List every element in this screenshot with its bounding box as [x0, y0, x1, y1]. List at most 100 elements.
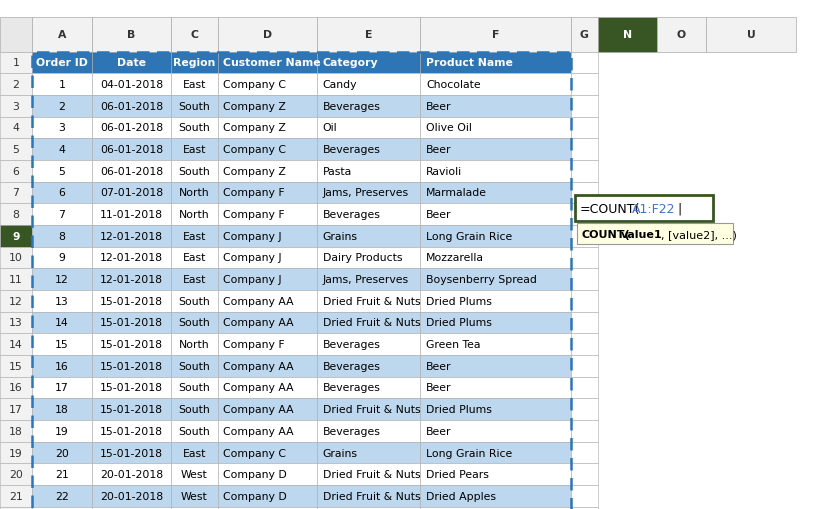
Text: 16: 16	[55, 361, 69, 371]
Bar	[171, 377, 218, 399]
Bar	[0, 420, 31, 442]
Bar	[317, 290, 420, 312]
Text: Company D: Company D	[223, 491, 287, 501]
Bar	[420, 204, 571, 225]
Text: South: South	[178, 404, 210, 414]
Text: , [value2], ...): , [value2], ...)	[661, 229, 737, 239]
Bar	[171, 225, 218, 247]
Text: 12: 12	[55, 274, 69, 285]
Bar	[317, 269, 420, 290]
Bar	[92, 485, 171, 507]
Bar	[420, 117, 571, 139]
Text: Olive Oil: Olive Oil	[426, 123, 472, 133]
Bar	[31, 139, 92, 160]
Text: E: E	[365, 30, 372, 40]
Text: Boysenberry Spread: Boysenberry Spread	[426, 274, 537, 285]
Bar	[171, 507, 218, 509]
Bar	[317, 117, 420, 139]
Text: 1: 1	[12, 58, 19, 68]
Bar	[317, 377, 420, 399]
Text: 9: 9	[12, 231, 20, 241]
Text: 3: 3	[58, 123, 65, 133]
Bar	[218, 160, 317, 182]
Text: O: O	[677, 30, 686, 40]
Bar	[31, 74, 92, 96]
Bar	[92, 160, 171, 182]
Text: Long Grain Rice: Long Grain Rice	[426, 447, 512, 458]
Bar	[218, 334, 317, 355]
Bar	[92, 117, 171, 139]
Text: Oil: Oil	[323, 123, 337, 133]
Bar	[0, 225, 31, 247]
Bar	[171, 312, 218, 334]
Text: Order ID: Order ID	[36, 58, 88, 68]
Bar	[31, 485, 92, 507]
Bar	[31, 312, 92, 334]
Text: Company F: Company F	[223, 188, 285, 198]
Bar	[420, 399, 571, 420]
Text: Beverages: Beverages	[323, 383, 380, 393]
Text: 21: 21	[9, 491, 23, 501]
Text: East: East	[182, 447, 206, 458]
Text: U: U	[747, 30, 755, 40]
Text: 6: 6	[58, 188, 65, 198]
Text: C: C	[190, 30, 198, 40]
Bar	[0, 507, 31, 509]
Bar	[171, 96, 218, 117]
Text: Chocolate: Chocolate	[426, 80, 481, 90]
Bar	[0, 334, 31, 355]
Text: 13: 13	[9, 318, 23, 328]
Bar	[31, 247, 92, 269]
Bar	[317, 334, 420, 355]
Bar	[571, 269, 598, 290]
Text: Beer: Beer	[426, 383, 452, 393]
Text: 7: 7	[12, 188, 19, 198]
Text: Jams, Preserves: Jams, Preserves	[323, 188, 409, 198]
Bar	[571, 117, 598, 139]
Bar	[420, 160, 571, 182]
Bar	[598, 18, 657, 52]
Text: East: East	[182, 253, 206, 263]
Bar	[92, 464, 171, 485]
Bar	[92, 52, 171, 74]
Text: 07-01-2018: 07-01-2018	[100, 188, 163, 198]
Text: Company AA: Company AA	[223, 426, 294, 436]
Bar	[317, 485, 420, 507]
Bar	[0, 52, 31, 74]
Text: Company Z: Company Z	[223, 166, 287, 177]
Bar	[420, 74, 571, 96]
Text: North: North	[179, 340, 209, 350]
Text: Company F: Company F	[223, 340, 285, 350]
Bar	[218, 377, 317, 399]
Bar	[317, 96, 420, 117]
Text: Company J: Company J	[223, 253, 282, 263]
Text: Candy: Candy	[323, 80, 357, 90]
Bar	[31, 507, 92, 509]
Text: Dried Fruit & Nuts: Dried Fruit & Nuts	[323, 318, 420, 328]
Text: 5: 5	[12, 145, 19, 155]
Bar	[0, 464, 31, 485]
Text: Grains: Grains	[323, 231, 358, 241]
Text: 12-01-2018: 12-01-2018	[100, 231, 163, 241]
Bar	[31, 225, 92, 247]
Text: Jams, Preserves: Jams, Preserves	[323, 274, 409, 285]
Text: Beer: Beer	[426, 101, 452, 111]
Bar	[0, 377, 31, 399]
Text: East: East	[182, 274, 206, 285]
Bar	[317, 420, 420, 442]
Bar	[218, 420, 317, 442]
Bar	[92, 182, 171, 204]
Text: 06-01-2018: 06-01-2018	[100, 101, 163, 111]
Text: Green Tea: Green Tea	[426, 340, 480, 350]
Text: Beverages: Beverages	[323, 426, 380, 436]
Text: 04-01-2018: 04-01-2018	[100, 80, 163, 90]
Bar	[571, 507, 598, 509]
Bar	[571, 485, 598, 507]
Text: South: South	[178, 166, 210, 177]
Bar	[420, 96, 571, 117]
Text: 2: 2	[58, 101, 65, 111]
Bar	[218, 117, 317, 139]
Bar	[0, 139, 31, 160]
Text: 16: 16	[9, 383, 23, 393]
Text: G: G	[580, 30, 589, 40]
